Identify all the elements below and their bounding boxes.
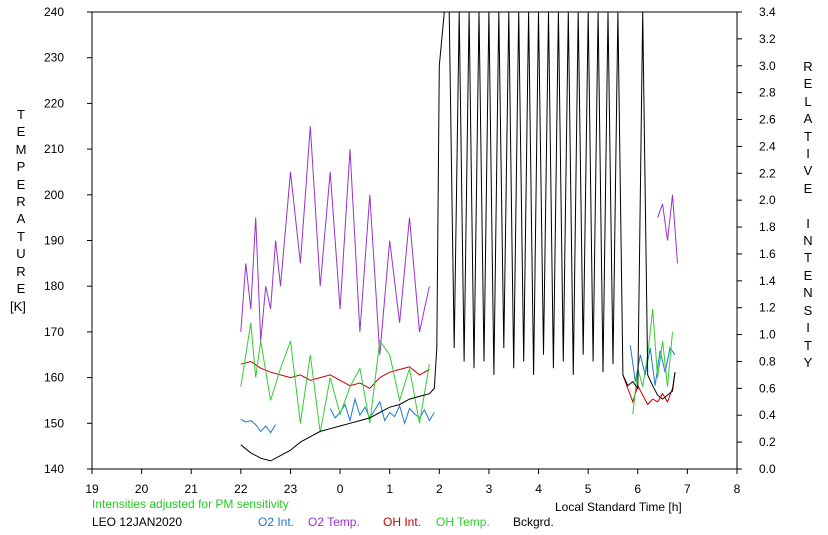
y-axis-left-ticks: 140 150 160 170 180 190 200 210 220 230 240	[44, 5, 92, 476]
station-date: LEO 12JAN2020	[92, 515, 183, 529]
y-right-tick-label: 0.4	[759, 408, 776, 422]
axis-label-letter: L	[804, 93, 812, 109]
y-right-tick-label: 2.8	[759, 86, 776, 100]
axis-label-letter: A	[803, 111, 813, 127]
y-left-tick-label: 150	[44, 416, 64, 430]
y-right-tick-label: 2.0	[759, 193, 776, 207]
y-left-tick-label: 140	[44, 462, 64, 476]
axis-label-letter: T	[17, 228, 25, 244]
x-axis-ticks: 19 20 21 22 23 0 1 2 3 4 5 6 7 8	[85, 469, 741, 496]
axis-label-letter: E	[803, 180, 813, 196]
y-right-tick-label: 3.0	[759, 59, 776, 73]
axis-label-letter: A	[16, 211, 26, 227]
y-left-tick-label: 170	[44, 325, 64, 339]
x-tick-label: 0	[337, 482, 344, 496]
y-left-tick-label: 200	[44, 188, 64, 202]
axis-label-letter: S	[803, 302, 813, 318]
legend-o2-temp: O2 Temp.	[308, 515, 360, 529]
y-right-tick-label: 3.4	[759, 5, 776, 19]
x-tick-label: 5	[585, 482, 592, 496]
axis-label-letter: I	[806, 320, 810, 336]
y-left-tick-label: 220	[44, 96, 64, 110]
x-axis-label: Local Standard Time [h]	[555, 500, 682, 514]
y-left-tick-label: 180	[44, 279, 64, 293]
legend-oh-temp: OH Temp.	[436, 515, 490, 529]
axis-label-letter: Y	[803, 354, 813, 370]
axis-label-letter: P	[16, 159, 26, 175]
y-right-tick-label: 1.2	[759, 301, 776, 315]
x-tick-label: 19	[85, 482, 99, 496]
axis-label-letter: R	[16, 194, 26, 210]
y-right-tick-label: 0.0	[759, 462, 776, 476]
axis-label-letter: E	[16, 176, 26, 192]
x-tick-label: 3	[486, 482, 493, 496]
axis-label-letter: T	[17, 107, 25, 122]
y-left-tick-label: 240	[44, 5, 64, 19]
y-right-tick-label: 0.6	[759, 381, 776, 395]
y-axis-left-unit: [K]	[10, 299, 26, 314]
x-tick-label: 4	[535, 482, 542, 496]
y-right-tick-label: 1.4	[759, 274, 776, 288]
axis-label-letter: I	[806, 146, 810, 162]
y-left-tick-label: 230	[44, 51, 64, 65]
sensitivity-note: Intensities adjusted for PM sensitivity	[92, 497, 289, 511]
y-right-tick-label: 0.8	[759, 354, 776, 368]
series-group	[240, 11, 678, 462]
y-right-tick-label: 1.8	[759, 220, 776, 234]
axis-label-letter: E	[16, 281, 26, 297]
axis-label-letter: N	[803, 233, 813, 249]
x-tick-label: 8	[734, 482, 741, 496]
series-line-oh-int	[240, 360, 676, 406]
axis-label-letter: T	[804, 128, 812, 144]
axis-label-letter: U	[16, 246, 26, 262]
series-line-oh-temp	[240, 309, 673, 433]
y-right-tick-label: 1.6	[759, 247, 776, 261]
x-tick-label: 21	[185, 482, 199, 496]
y-left-tick-label: 210	[44, 142, 64, 156]
x-tick-label: 23	[284, 482, 298, 496]
series-line-o2-temp	[240, 126, 678, 355]
axis-label-letter: T	[804, 250, 812, 266]
axis-label-letter	[801, 197, 815, 214]
y-right-tick-label: 2.6	[759, 113, 776, 127]
series-line-bckgrd	[240, 11, 676, 462]
y-left-tick-label: 160	[44, 371, 64, 385]
y-right-tick-label: 2.4	[759, 139, 776, 153]
x-tick-label: 1	[386, 482, 393, 496]
x-tick-label: 22	[234, 482, 248, 496]
x-tick-label: 6	[634, 482, 641, 496]
y-axis-right-ticks: 0.0 0.2 0.4 0.6 0.8 1.0 1.2 1.4 1.6 1.8 2.0 2.2 2.4 2…	[737, 5, 776, 476]
axis-label-letter: V	[803, 163, 813, 179]
legend-oh-int: OH Int.	[383, 515, 422, 529]
y-right-tick-label: 1.0	[759, 328, 776, 342]
axis-label-letter: R	[16, 263, 26, 279]
series-line-o2-int	[240, 345, 676, 434]
y-right-tick-label: 2.2	[759, 166, 776, 180]
x-tick-label: 2	[436, 482, 443, 496]
legend-bckgrd: Bckgrd.	[513, 515, 554, 529]
axis-label-letter: E	[803, 76, 813, 92]
axis-label-letter: I	[806, 215, 810, 231]
axis-label-letter: N	[803, 285, 813, 301]
axis-label-letter: T	[804, 337, 812, 353]
x-tick-label: 7	[684, 482, 691, 496]
axis-label-letter: E	[803, 267, 813, 283]
legend-o2-int: O2 Int.	[258, 515, 295, 529]
x-tick-label: 20	[135, 482, 149, 496]
axis-label-letter: E	[16, 124, 26, 140]
y-right-tick-label: 0.2	[759, 435, 776, 449]
axis-label-letter: M	[15, 141, 27, 157]
axis-label-letter: R	[803, 59, 813, 74]
y-right-tick-label: 3.2	[759, 32, 776, 46]
y-left-tick-label: 190	[44, 234, 64, 248]
chart-axes	[91, 11, 738, 470]
